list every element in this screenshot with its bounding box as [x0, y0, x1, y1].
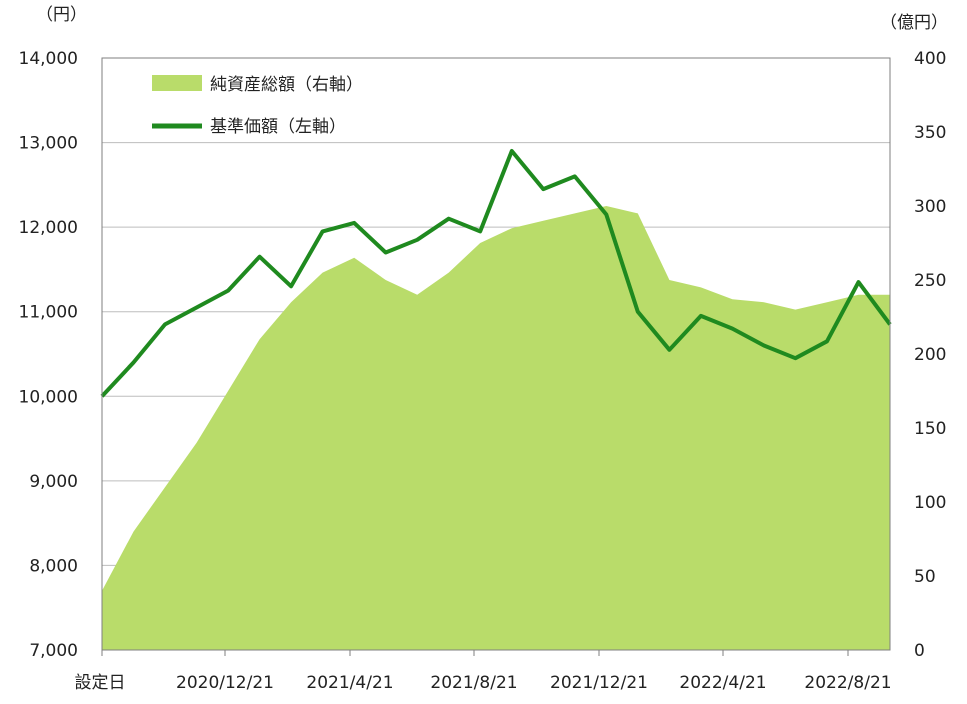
net-assets-area-layer: [102, 206, 890, 650]
left-axis-unit: （円）: [36, 5, 87, 25]
legend-label-area: 純資産総額（右軸）: [210, 75, 363, 95]
x-tick-label: 2021/4/21: [306, 673, 393, 693]
legend-swatch-area: [152, 75, 202, 91]
y-left-tick-label: 13,000: [19, 134, 78, 154]
y-right-tick-label: 0: [914, 641, 925, 661]
y-left-tick-label: 8,000: [29, 556, 78, 576]
nav-line: [100, 149, 892, 398]
y-right-tick-label: 350: [914, 123, 946, 143]
y-left-tick-label: 14,000: [19, 49, 78, 69]
x-tick-label: 2021/12/21: [550, 673, 648, 693]
plot-frame: [101, 57, 891, 651]
legend-label-line: 基準価額（左軸）: [210, 117, 346, 137]
y-left-tick-label: 11,000: [19, 303, 78, 323]
x-tick-label: 2020/12/21: [176, 673, 274, 693]
axes: 14,000 13,000 12,000 11,000 10,000 9,000 8,000…: [19, 49, 947, 693]
y-left-tick-label: 9,000: [29, 472, 78, 492]
y-left-tick-label: 12,000: [19, 218, 78, 238]
y-right-tick-label: 200: [914, 345, 946, 365]
y-left-tick-label: 7,000: [29, 641, 78, 661]
y-right-tick-label: 300: [914, 197, 946, 217]
x-tick-label: 設定日: [75, 673, 126, 693]
net-assets-area: [102, 206, 890, 650]
x-tick-label: 2021/8/21: [430, 673, 517, 693]
y-right-tick-label: 250: [914, 271, 946, 291]
legend: 純資産総額（右軸） 基準価額（左軸）: [152, 75, 363, 137]
x-tick-label: 2022/4/21: [679, 673, 766, 693]
y-right-tick-label: 150: [914, 419, 946, 439]
y-right-tick-label: 50: [914, 567, 936, 587]
y-right-tick-label: 100: [914, 493, 946, 513]
x-tick-label: 2022/8/21: [804, 673, 891, 693]
y-left-tick-label: 10,000: [19, 387, 78, 407]
right-axis-unit: （億円）: [880, 13, 948, 33]
y-right-tick-label: 400: [914, 49, 946, 69]
nav-line-layer: [100, 149, 892, 398]
